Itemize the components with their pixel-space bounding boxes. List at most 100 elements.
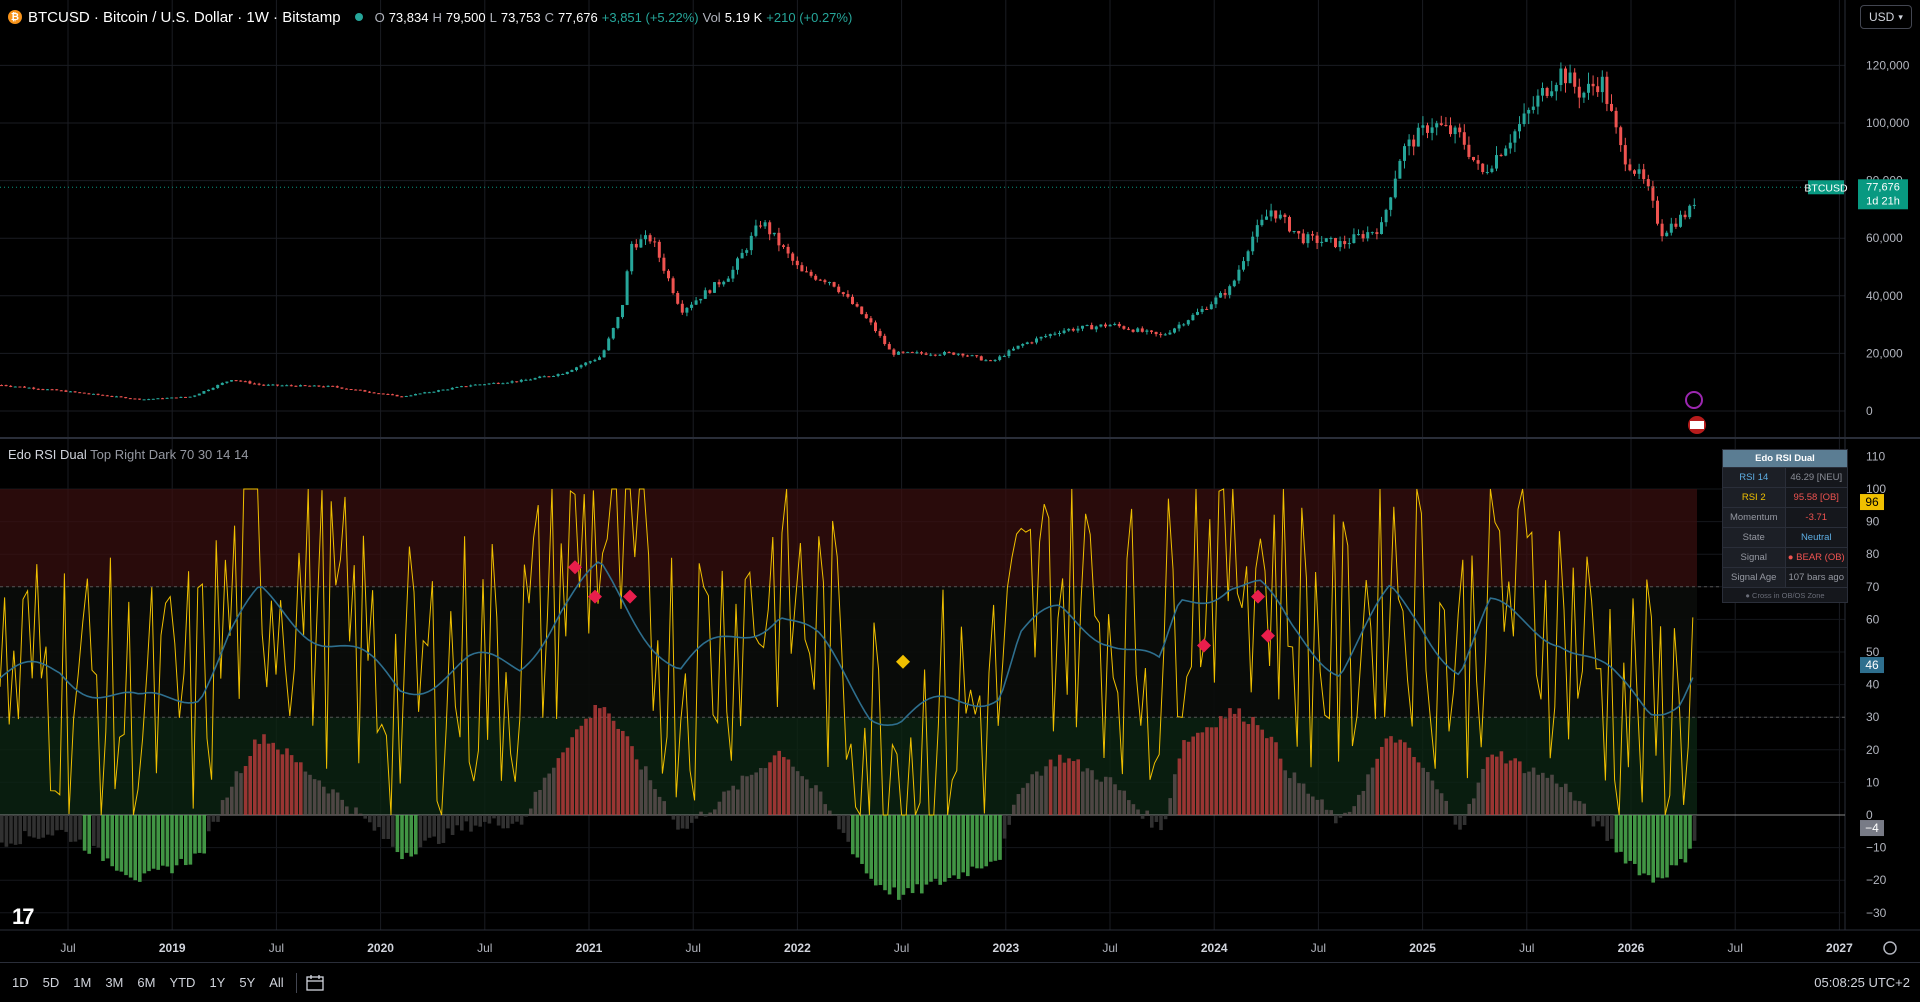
candle-body	[1573, 72, 1577, 87]
candle-body	[1255, 225, 1259, 237]
candle-body	[1614, 110, 1618, 128]
momentum-bar	[1439, 793, 1444, 815]
momentum-bar	[1076, 759, 1080, 815]
range-1m[interactable]: 1M	[73, 975, 92, 990]
time-axis-label: 2025	[1409, 941, 1436, 955]
time-axis-label: 2023	[992, 941, 1019, 955]
candle-body	[1232, 280, 1236, 287]
candle-body	[110, 396, 114, 398]
range-1y[interactable]: 1Y	[209, 975, 226, 990]
momentum-bar	[234, 771, 239, 815]
momentum-bar	[391, 815, 395, 847]
bar-countdown: 1d 21h	[1866, 195, 1900, 207]
candle-body	[993, 359, 997, 361]
tradingview-logo-icon[interactable]: 17	[12, 904, 35, 929]
momentum-bar	[317, 780, 321, 815]
candle-body	[285, 385, 289, 387]
time-axis-label: Jul	[894, 941, 909, 955]
momentum-bar	[253, 739, 257, 815]
momentum-bar	[1035, 771, 1039, 815]
candle-body	[1435, 123, 1439, 128]
time-axis-label: Jul	[1102, 941, 1117, 955]
momentum-bar	[1458, 815, 1462, 830]
candle-body	[1582, 92, 1586, 98]
momentum-bar	[630, 746, 634, 815]
candle-body	[1016, 345, 1020, 349]
low-value: 73,753	[500, 9, 541, 25]
indicator-legend[interactable]: Edo RSI Dual Top Right Dark 70 30 14 14	[8, 447, 248, 462]
momentum-bar	[1168, 798, 1172, 815]
table-row: RSI 14 46.29 [NEU]	[1722, 467, 1848, 488]
momentum-bar	[50, 815, 55, 836]
range-ytd[interactable]: YTD	[169, 975, 196, 990]
price-axis-label: 60,000	[1866, 231, 1903, 245]
table-row: State Neutral	[1722, 527, 1848, 548]
candle-body	[262, 384, 266, 386]
momentum-bar	[1196, 732, 1200, 815]
momentum-bar	[607, 713, 611, 815]
range-1d[interactable]: 1D	[12, 975, 29, 990]
candle-body	[179, 396, 183, 398]
candle-body	[1370, 232, 1374, 234]
candle-body	[1039, 336, 1043, 339]
momentum-bar	[515, 815, 519, 822]
momentum-bar	[1674, 815, 1678, 866]
range-5d[interactable]: 5D	[42, 975, 60, 990]
momentum-bar	[1407, 747, 1412, 815]
momentum-bar	[179, 815, 183, 859]
momentum-bar	[124, 815, 128, 876]
candle-body	[625, 271, 629, 305]
momentum-bar	[667, 815, 671, 816]
currency-selector[interactable]: USD ▾	[1860, 5, 1912, 29]
momentum-bar	[1453, 815, 1458, 825]
candle-body	[846, 294, 850, 297]
momentum-bar	[381, 815, 386, 839]
momentum-bar	[952, 815, 956, 876]
momentum-bar	[262, 734, 266, 815]
momentum-bar	[1573, 800, 1577, 815]
clock[interactable]: 05:08:25 UTC+2	[1814, 975, 1910, 990]
candle-body	[782, 245, 785, 247]
momentum-bar	[220, 800, 225, 815]
momentum-bar	[1554, 783, 1559, 815]
chart-area[interactable]: 120,000100,00080,00060,00040,00020,0000B…	[0, 0, 1920, 962]
momentum-bar	[1242, 721, 1246, 815]
momentum-bar	[653, 789, 657, 815]
momentum-bar	[1550, 774, 1554, 815]
chart-canvas[interactable]: 120,000100,00080,00060,00040,00020,0000B…	[0, 0, 1920, 962]
candle-body	[703, 290, 707, 299]
candle-body	[910, 351, 914, 353]
range-6m[interactable]: 6M	[137, 975, 156, 990]
candle-body	[970, 355, 974, 357]
candle-body	[1467, 144, 1471, 157]
rsi2-line	[0, 488, 1694, 817]
momentum-bar	[202, 815, 206, 854]
candle-body	[400, 396, 404, 398]
calendar-range-icon[interactable]	[305, 974, 325, 992]
range-5y[interactable]: 5Y	[239, 975, 256, 990]
momentum-bar	[1449, 814, 1453, 816]
candle-body	[1246, 251, 1250, 262]
candle-body	[1462, 132, 1466, 145]
momentum-bar	[308, 774, 312, 815]
momentum-bar	[841, 815, 846, 833]
symbol-title[interactable]: BTCUSD · Bitcoin / U.S. Dollar · 1W · Bi…	[28, 8, 341, 26]
candle-body	[1531, 106, 1535, 110]
momentum-bar	[4, 815, 9, 847]
range-3m[interactable]: 3M	[105, 975, 124, 990]
momentum-bar	[694, 815, 699, 819]
rsi2-tag	[1860, 494, 1884, 511]
candle-body	[1044, 336, 1048, 338]
indicator-axis-label: 20	[1866, 743, 1880, 757]
candle-body	[809, 271, 813, 276]
momentum-bar	[887, 815, 892, 895]
momentum-bar	[404, 815, 409, 853]
candle-body	[409, 395, 413, 397]
range-all[interactable]: All	[269, 975, 284, 990]
momentum-bar	[1053, 766, 1057, 815]
candle-body	[800, 265, 804, 272]
candle-body	[1177, 324, 1181, 329]
momentum-bar	[970, 815, 975, 867]
candle-body	[437, 390, 440, 392]
candle-body	[915, 352, 919, 354]
